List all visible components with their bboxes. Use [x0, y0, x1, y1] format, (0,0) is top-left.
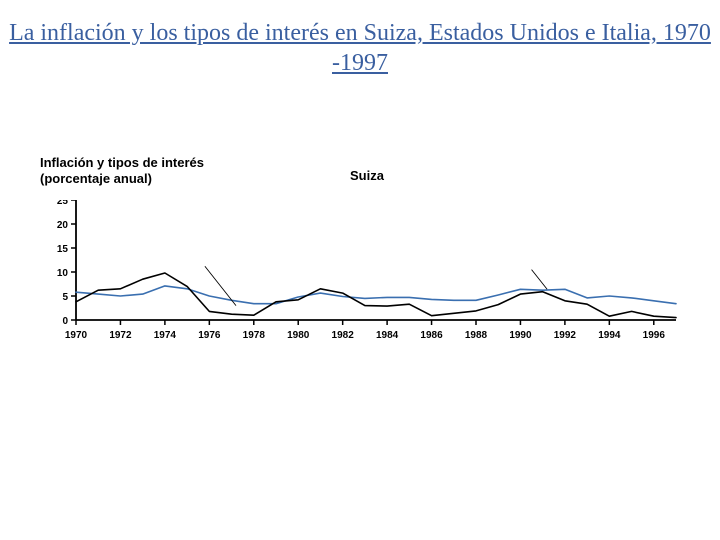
svg-text:1994: 1994 [598, 330, 621, 341]
svg-text:1982: 1982 [332, 330, 355, 341]
country-label: Suiza [350, 168, 384, 183]
svg-text:1972: 1972 [109, 330, 132, 341]
svg-text:1974: 1974 [154, 330, 177, 341]
svg-text:1984: 1984 [376, 330, 399, 341]
svg-text:0: 0 [62, 316, 68, 327]
svg-text:25: 25 [57, 200, 69, 207]
svg-text:1976: 1976 [198, 330, 221, 341]
svg-text:1992: 1992 [554, 330, 577, 341]
slide-title: La inflación y los tipos de interés en S… [0, 18, 720, 78]
svg-text:5: 5 [62, 292, 68, 303]
chart-svg: 0 5 10 15 20 25 1970 1972 1974 1976 1978 1980 1982 19… [40, 200, 680, 350]
svg-text:15: 15 [57, 244, 69, 255]
svg-text:1990: 1990 [509, 330, 532, 341]
svg-text:1996: 1996 [643, 330, 666, 341]
svg-text:20: 20 [57, 220, 69, 231]
svg-text:1986: 1986 [420, 330, 443, 341]
svg-text:1980: 1980 [287, 330, 310, 341]
slide: { "title": "La inflación y los tipos de … [0, 0, 720, 540]
y-axis-label-line2: (porcentaje anual) [40, 171, 152, 186]
y-axis-label-line1: Inflación y tipos de interés [40, 155, 204, 170]
y-axis-label: Inflación y tipos de interés (porcentaje… [40, 155, 204, 186]
chart: 0 5 10 15 20 25 1970 1972 1974 1976 1978 1980 1982 19… [40, 200, 680, 380]
svg-text:1988: 1988 [465, 330, 488, 341]
svg-text:1970: 1970 [65, 330, 88, 341]
svg-text:1978: 1978 [243, 330, 266, 341]
svg-text:10: 10 [57, 268, 69, 279]
